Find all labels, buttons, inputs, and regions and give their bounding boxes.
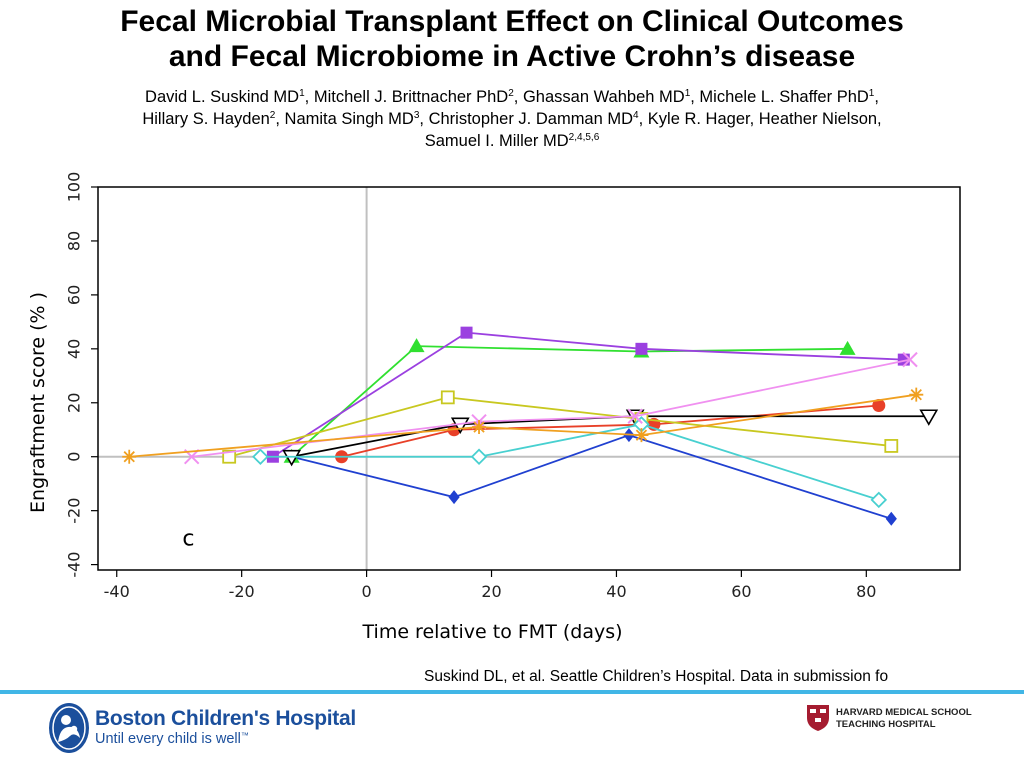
author-separator: , — [304, 88, 314, 106]
author-separator: , — [419, 110, 429, 128]
data-point — [470, 448, 488, 465]
data-series — [252, 416, 888, 509]
series-line — [260, 423, 880, 501]
author-list: David L. Suskind MD1, Mitchell J. Brittn… — [0, 86, 1024, 152]
x-tick-label: 0 — [362, 582, 372, 601]
y-tick-label: -40 — [65, 552, 84, 578]
data-point — [408, 338, 425, 353]
author-name: Michele L. Shaffer PhD — [699, 88, 869, 106]
y-tick-label: 0 — [65, 452, 84, 462]
author-affiliation-number: 3 — [413, 110, 420, 121]
x-tick-label: 40 — [606, 582, 626, 601]
data-point — [919, 409, 939, 426]
tagline-text: Until every child is well — [95, 731, 241, 747]
series-line — [291, 434, 892, 520]
author-name: Hillary S. Hayden — [142, 110, 270, 128]
hms-affiliation: HARVARD MEDICAL SCHOOL TEACHING HOSPITAL — [836, 707, 972, 731]
data-point — [870, 491, 888, 509]
data-series — [266, 326, 910, 463]
data-point — [282, 449, 302, 467]
data-point — [635, 342, 648, 355]
x-tick-label: 20 — [481, 582, 501, 601]
data-point — [450, 417, 470, 434]
data-point — [885, 511, 897, 526]
x-tick-label: 60 — [731, 582, 751, 601]
panel-label: c — [182, 527, 194, 552]
author-separator: , — [275, 110, 285, 128]
title-line-2: and Fecal Microbiome in Active Crohn’s d… — [168, 40, 856, 73]
author-line: Samuel I. Miller MD2,4,5,6 — [0, 130, 1024, 152]
author-line: Hillary S. Hayden2, Namita Singh MD3, Ch… — [0, 108, 1024, 130]
data-point — [634, 428, 649, 443]
data-point — [909, 387, 924, 402]
y-tick-label: 20 — [65, 393, 84, 413]
series-line — [129, 393, 917, 458]
data-series — [283, 338, 856, 463]
author-separator: , — [874, 88, 879, 106]
series-line — [228, 396, 892, 458]
author-affiliation-number: 1 — [868, 88, 875, 99]
author-affiliation-number: 1 — [299, 88, 305, 99]
author-separator: , — [513, 88, 523, 106]
author-name: Mitchell J. Brittnacher PhD — [313, 88, 509, 106]
slide-title: Fecal Microbial Transplant Effect on Cli… — [0, 4, 1024, 74]
author-name: Namita Singh MD — [284, 110, 414, 128]
data-point — [252, 448, 269, 465]
x-tick-label: -20 — [229, 582, 255, 601]
author-line: David L. Suskind MD1, Mitchell J. Brittn… — [0, 86, 1024, 108]
y-tick-label: 80 — [65, 231, 84, 251]
author-affiliation-number: 2,4,5,6 — [568, 132, 600, 143]
data-point — [448, 490, 460, 505]
data-point — [460, 326, 473, 339]
y-tick-label: 40 — [65, 339, 84, 359]
hms-line-1: HARVARD MEDICAL SCHOOL — [836, 707, 972, 718]
y-tick-label: 100 — [65, 172, 84, 203]
series-line — [341, 404, 879, 458]
author-name: Kyle R. Hager, Heather Nielson, — [647, 110, 882, 128]
plot-frame — [97, 186, 961, 571]
data-point — [884, 439, 899, 453]
engraftment-chart: -40 -20 0 20 40 60 80 -40 -20 0 20 40 60 80 100 Time re… — [27, 172, 961, 643]
author-affiliation-number: 1 — [684, 88, 691, 99]
series-line — [291, 415, 929, 458]
author-separator: , — [690, 88, 700, 106]
tagline-trademark: ™ — [240, 731, 249, 740]
data-point — [122, 449, 137, 464]
author-name: Christopher J. Damman MD — [428, 110, 634, 128]
author-name: David L. Suskind MD — [145, 88, 300, 106]
data-point — [872, 398, 886, 412]
author-affiliation-number: 2 — [269, 110, 276, 121]
hospital-tagline: Until every child is well™ — [95, 731, 249, 747]
bch-logo-icon — [49, 703, 89, 753]
hms-shield-icon — [807, 705, 829, 731]
author-name: Ghassan Wahbeh MD — [522, 88, 685, 106]
author-name: Samuel I. Miller MD — [424, 132, 569, 150]
citation: Suskind DL, et al. Seattle Children’s Ho… — [424, 668, 889, 685]
hospital-name: Boston Children's Hospital — [95, 707, 356, 730]
author-affiliation-number: 4 — [633, 110, 639, 121]
data-point — [472, 420, 487, 435]
x-tick-label: -40 — [104, 582, 130, 601]
series-line — [291, 345, 848, 458]
data-series — [122, 387, 924, 464]
y-tick-label: 60 — [65, 285, 84, 305]
author-separator: , — [638, 110, 648, 128]
title-line-1: Fecal Microbial Transplant Effect on Cli… — [120, 5, 904, 38]
x-axis-label: Time relative to FMT (days) — [362, 621, 623, 643]
author-affiliation-number: 2 — [508, 88, 514, 99]
x-tick-label: 80 — [856, 582, 876, 601]
footer-divider — [0, 690, 1024, 694]
data-point — [440, 390, 455, 405]
data-point — [627, 408, 643, 424]
y-axis-label: Engraftment score (% ) — [27, 292, 49, 513]
data-point — [902, 351, 918, 368]
hms-line-2: TEACHING HOSPITAL — [836, 719, 936, 730]
data-point — [222, 449, 237, 464]
data-point — [839, 340, 856, 355]
series-line — [272, 331, 904, 458]
y-tick-label: -20 — [65, 498, 84, 524]
